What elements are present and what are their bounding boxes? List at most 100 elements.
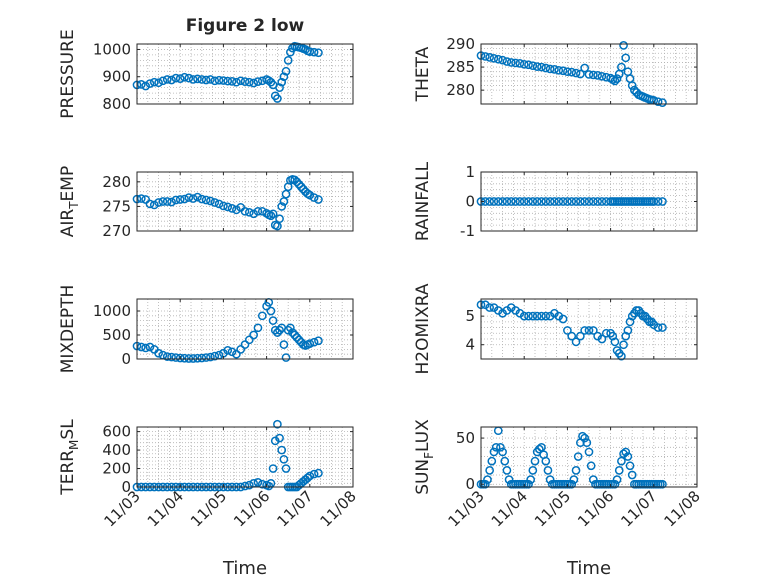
data-point — [625, 317, 635, 327]
data-point — [502, 57, 512, 66]
data-point — [305, 339, 315, 348]
data-point — [493, 54, 503, 64]
data-point — [305, 47, 315, 56]
y-axis-label: TERRMSL — [58, 419, 81, 496]
data-point — [608, 331, 618, 341]
data-point — [617, 62, 626, 72]
data-point — [653, 323, 663, 332]
data-point — [485, 197, 494, 206]
data-point — [309, 469, 319, 479]
y-axis-label-tail: SL — [58, 419, 78, 440]
data-point — [158, 76, 168, 86]
y-ticks: 0 500 1000 — [93, 302, 353, 368]
y-tick-label: 0 — [465, 193, 475, 211]
data-point — [232, 349, 241, 359]
data-point — [582, 438, 592, 448]
data-point — [567, 479, 577, 489]
x-axis-label-right: Time — [566, 558, 611, 579]
x-ticks — [136, 299, 354, 359]
data-point — [586, 461, 596, 471]
data-point — [197, 353, 207, 363]
data-point — [275, 433, 284, 443]
axes-frame — [480, 298, 698, 360]
data-point — [519, 59, 529, 69]
data-series — [132, 175, 323, 231]
data-point — [145, 342, 155, 352]
data-point — [543, 466, 553, 475]
data-point — [223, 202, 233, 212]
data-point — [264, 76, 274, 85]
data-point — [515, 197, 525, 206]
data-point — [275, 83, 284, 92]
data-point — [171, 353, 181, 362]
data-point — [567, 67, 577, 77]
data-point — [309, 47, 319, 57]
y-tick-label: 0 — [465, 475, 475, 493]
data-point — [584, 447, 594, 457]
data-point — [290, 330, 300, 340]
data-point — [617, 351, 626, 361]
data-point — [571, 197, 581, 206]
y-axis-label: AIRTEMP — [58, 166, 81, 237]
y-axis-label-subscript: T — [67, 201, 81, 210]
data-point — [281, 66, 291, 76]
data-point — [162, 352, 172, 361]
data-point — [167, 197, 176, 207]
data-point — [623, 326, 633, 335]
y-tick-label: 280 — [446, 81, 475, 99]
y-ticks: 280 285 290 — [446, 35, 697, 99]
data-point — [214, 199, 224, 209]
data-point — [149, 200, 159, 210]
data-point — [584, 70, 594, 79]
data-point — [175, 195, 185, 204]
y-ticks: -1 0 1 — [460, 163, 697, 240]
data-point — [619, 41, 628, 50]
axes-frame — [136, 426, 354, 488]
data-point — [249, 330, 258, 340]
data-point — [532, 197, 542, 206]
y-tick-label: 290 — [446, 35, 475, 53]
data-point — [309, 193, 319, 202]
data-point — [576, 69, 585, 79]
subplot-2: 280 285 290 THETA — [413, 35, 698, 107]
data-point — [588, 197, 598, 206]
data-point — [201, 75, 211, 85]
data-point — [298, 184, 308, 194]
data-point — [649, 197, 659, 206]
data-point — [180, 353, 189, 363]
data-point — [534, 444, 544, 454]
data-point — [227, 204, 237, 213]
data-point — [206, 75, 215, 84]
data-point — [530, 456, 540, 466]
grid — [136, 427, 354, 488]
data-point — [528, 311, 538, 321]
axes-frame — [136, 171, 354, 232]
data-point — [558, 66, 568, 76]
data-point — [273, 419, 282, 429]
data-point — [292, 333, 302, 342]
data-point — [612, 74, 622, 83]
data-point — [619, 449, 628, 459]
data-point — [571, 68, 581, 78]
data-point — [136, 194, 146, 203]
data-point — [498, 447, 507, 457]
data-point — [485, 53, 494, 62]
data-point — [621, 53, 631, 63]
data-point — [294, 179, 304, 189]
y-tick-label: 500 — [102, 326, 131, 344]
y-ticks: 800 900 1000 — [93, 40, 353, 113]
data-series — [476, 426, 667, 489]
data-point — [550, 65, 559, 74]
data-point — [541, 197, 551, 206]
data-point — [283, 56, 293, 65]
data-point — [537, 311, 546, 321]
data-point — [268, 316, 278, 325]
y-axis-label-main: AIR — [58, 209, 78, 238]
y-axis-label-tail: EMP — [58, 166, 78, 202]
data-point — [597, 71, 607, 81]
data-point — [171, 73, 181, 83]
data-point — [277, 77, 287, 87]
data-point — [506, 197, 516, 206]
data-point — [197, 194, 207, 204]
y-axis-label: H2OMIXRA — [413, 283, 433, 374]
